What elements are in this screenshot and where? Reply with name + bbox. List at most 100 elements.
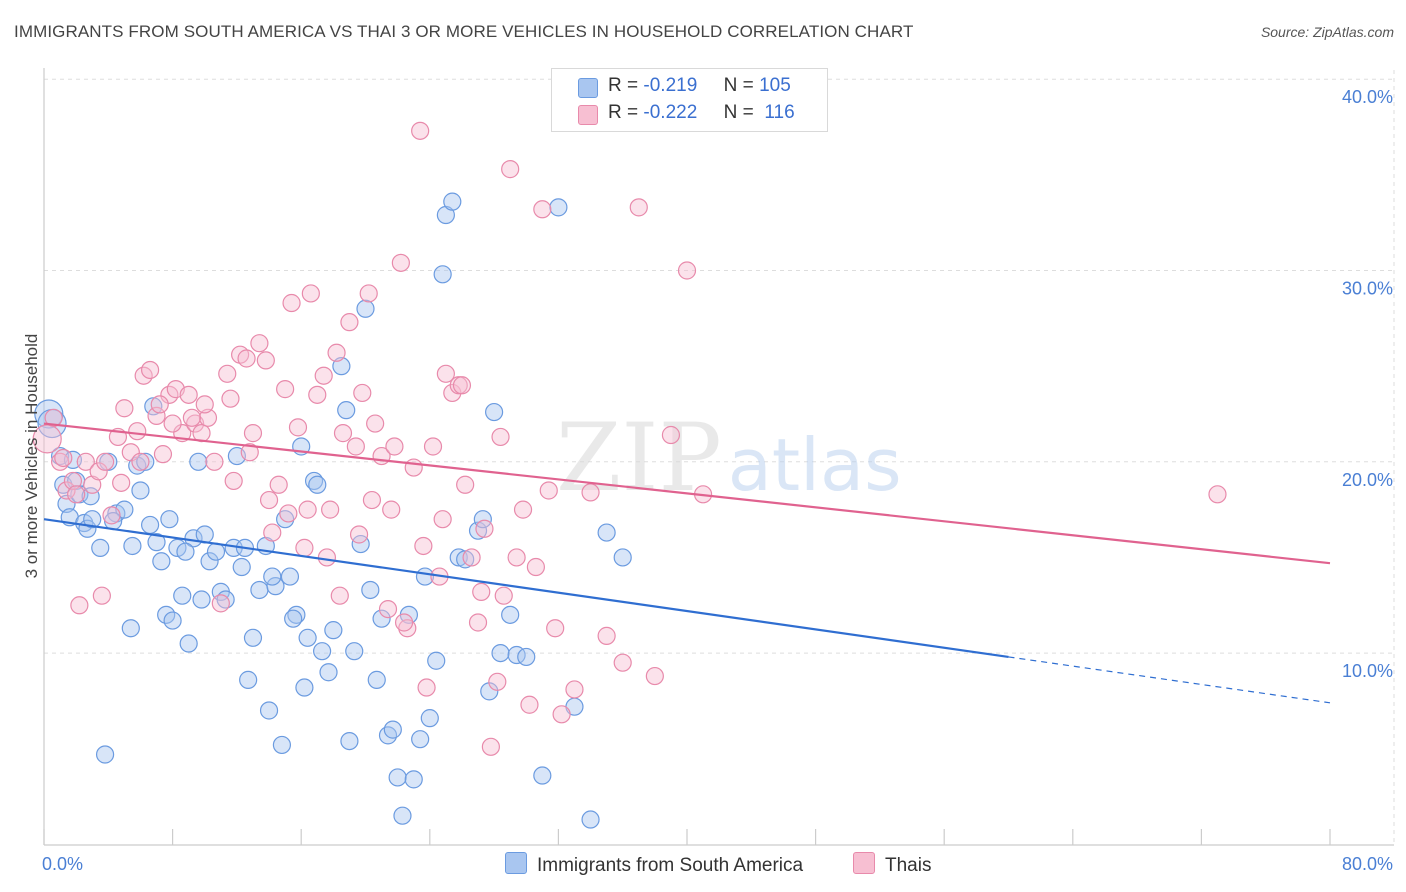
- point-thais: [301, 284, 320, 303]
- point-south-america: [206, 542, 226, 561]
- point-south-america: [372, 609, 391, 628]
- point-south-america: [152, 552, 171, 571]
- point-thais: [67, 485, 86, 504]
- point-south-america: [83, 510, 102, 529]
- point-thais: [491, 427, 510, 447]
- point-thais: [282, 293, 301, 313]
- point-south-america: [131, 481, 150, 500]
- point-south-america: [280, 567, 300, 586]
- point-south-america: [176, 542, 195, 561]
- point-south-america: [324, 621, 343, 640]
- point-south-america: [147, 533, 166, 552]
- point-south-america: [356, 299, 375, 318]
- chart-title: IMMIGRANTS FROM SOUTH AMERICA VS THAI 3 …: [14, 22, 914, 41]
- point-south-america: [597, 523, 616, 542]
- point-south-america: [361, 580, 380, 600]
- point-south-america: [549, 198, 568, 217]
- point-thais: [131, 452, 150, 471]
- point-thais: [436, 364, 455, 383]
- legend-r-value: -0.219: [643, 75, 698, 96]
- point-south-america: [295, 678, 314, 697]
- point-thais: [645, 666, 664, 686]
- point-thais: [385, 437, 404, 456]
- point-thais: [462, 548, 481, 567]
- point-thais: [423, 437, 443, 456]
- point-south-america: [319, 663, 338, 682]
- point-thais: [378, 600, 398, 619]
- point-thais: [269, 475, 288, 494]
- point-south-america: [449, 548, 468, 567]
- point-thais: [44, 408, 63, 427]
- point-thais: [677, 261, 697, 280]
- point-south-america: [613, 548, 632, 567]
- point-south-america: [485, 402, 504, 422]
- point-south-america: [427, 651, 446, 670]
- point-thais: [240, 443, 259, 462]
- point-thais: [411, 121, 430, 140]
- point-south-america: [337, 401, 356, 420]
- point-thais: [391, 253, 410, 272]
- point-south-america: [200, 552, 219, 571]
- point-south-america: [140, 515, 160, 535]
- y-tick-label: 30.0%: [1342, 279, 1393, 299]
- point-thais: [102, 506, 121, 525]
- y-axis-label: 3 or more Vehicles in Household: [22, 334, 41, 579]
- point-south-america: [308, 475, 327, 494]
- point-thais: [340, 313, 359, 332]
- point-thais: [513, 500, 533, 519]
- trend-lines: [43, 422, 1331, 704]
- point-thais: [488, 672, 507, 691]
- point-thais: [76, 452, 95, 471]
- point-thais: [150, 395, 169, 414]
- point-thais: [314, 366, 333, 385]
- legend-n-value: 116: [764, 102, 795, 123]
- point-thais: [481, 737, 500, 756]
- watermark: ZIPatlas: [556, 404, 902, 513]
- point-south-america: [123, 536, 142, 556]
- point-thais: [57, 481, 76, 500]
- point-south-america: [404, 770, 423, 789]
- point-thais: [298, 500, 317, 519]
- x-tick-label: 80.0%: [1342, 854, 1393, 874]
- point-thais: [140, 360, 160, 380]
- trend-line-extension: [1008, 656, 1331, 704]
- point-thais: [153, 445, 173, 464]
- point-thais: [417, 678, 436, 697]
- bottom-legend-label: Immigrants from South America: [537, 855, 804, 876]
- point-south-america: [173, 586, 192, 605]
- point-south-america: [81, 487, 100, 506]
- y-tick-label: 20.0%: [1342, 470, 1393, 490]
- point-south-america: [91, 538, 110, 557]
- point-south-america: [144, 397, 163, 416]
- point-thais: [613, 653, 632, 672]
- tick-labels: 10.0% 20.0% 30.0% 40.0% 0.0% 80.0%: [42, 87, 1393, 874]
- point-south-america: [239, 670, 258, 689]
- point-thais: [552, 705, 571, 724]
- point-south-america: [383, 720, 402, 739]
- bottom-legend-south-america: Immigrants from South America: [505, 852, 803, 877]
- y-tick-label: 40.0%: [1342, 87, 1393, 107]
- point-thais: [382, 500, 401, 519]
- point-thais: [250, 334, 269, 353]
- point-thais: [259, 490, 279, 510]
- point-south-america: [160, 510, 179, 529]
- point-thais: [333, 424, 353, 443]
- point-thais: [256, 351, 275, 370]
- legend-n-value: 105: [759, 75, 791, 96]
- bottom-legend-thais: Thais: [853, 852, 931, 877]
- point-thais: [452, 376, 472, 395]
- point-thais: [468, 613, 488, 632]
- point-south-america: [420, 709, 439, 728]
- point-thais: [121, 443, 140, 462]
- point-thais: [327, 343, 346, 362]
- point-south-america: [192, 590, 211, 609]
- point-south-america: [533, 766, 552, 785]
- point-south-america: [259, 701, 279, 720]
- point-south-america: [340, 731, 359, 751]
- axes: [43, 68, 1394, 846]
- point-thais: [349, 525, 369, 544]
- point-south-america: [378, 726, 398, 745]
- point-thais: [1208, 485, 1227, 504]
- point-thais: [456, 475, 475, 494]
